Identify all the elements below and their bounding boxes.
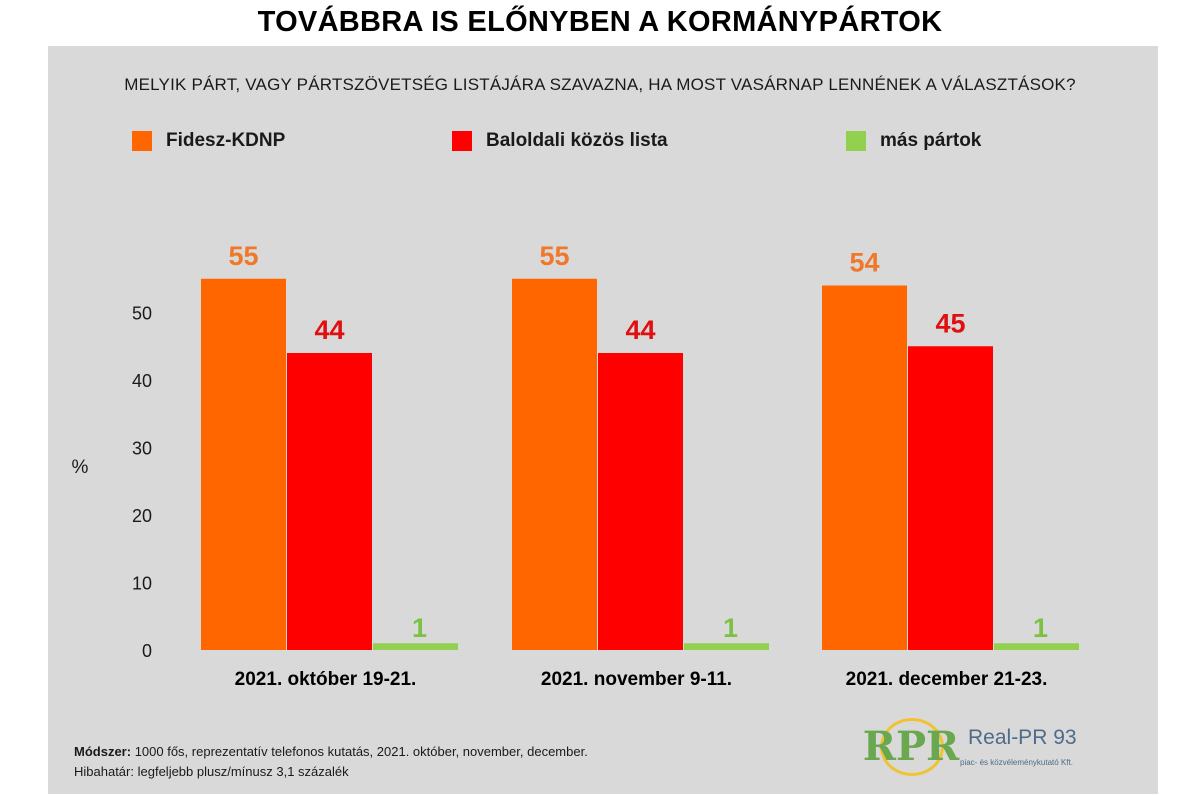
legend-swatch-mas bbox=[846, 131, 866, 151]
legend-label-baloldali: Baloldali közös lista bbox=[486, 130, 668, 151]
methodology-note: Módszer: 1000 fős, reprezentatív telefon… bbox=[74, 742, 588, 782]
y-tick-label: 20 bbox=[132, 506, 152, 526]
y-tick-label: 30 bbox=[132, 439, 152, 459]
x-category-label: 2021. november 9-11. bbox=[541, 669, 732, 690]
legend-swatch-baloldali bbox=[452, 131, 472, 151]
error-text: legfeljebb plusz/mínusz 3,1 százalék bbox=[137, 764, 349, 779]
data-label: 55 bbox=[228, 241, 258, 271]
data-label: 44 bbox=[314, 315, 344, 345]
data-label: 44 bbox=[625, 315, 655, 345]
company-logo: RPR Real-PR 93 piac- és közvéleménykutat… bbox=[862, 716, 1162, 780]
method-label: Módszer: bbox=[74, 744, 132, 759]
bar bbox=[598, 353, 683, 650]
bar bbox=[287, 353, 372, 650]
legend-item-mas: más pártok bbox=[846, 128, 981, 154]
bar bbox=[201, 278, 286, 650]
data-label: 1 bbox=[412, 613, 427, 643]
survey-question: MELYIK PÁRT, VAGY PÁRTSZÖVETSÉG LISTÁJÁR… bbox=[124, 75, 1076, 94]
bar bbox=[822, 285, 907, 650]
legend-label-mas: más pártok bbox=[880, 130, 982, 151]
bar bbox=[373, 643, 458, 650]
legend-label-fidesz: Fidesz-KDNP bbox=[166, 130, 286, 151]
logo-name: Real-PR 93 bbox=[968, 726, 1077, 749]
x-category-label: 2021. december 21-23. bbox=[846, 669, 1048, 690]
y-tick-label: 50 bbox=[132, 304, 152, 324]
bar bbox=[908, 346, 993, 650]
logo-mark: RPR bbox=[862, 723, 960, 770]
data-label: 1 bbox=[723, 613, 738, 643]
legend-item-fidesz: Fidesz-KDNP bbox=[132, 128, 285, 154]
bar bbox=[994, 643, 1079, 650]
y-axis-label: % bbox=[72, 457, 89, 478]
y-tick-label: 0 bbox=[142, 641, 152, 661]
bar bbox=[512, 278, 597, 650]
logo-ring bbox=[880, 718, 944, 776]
legend-swatch-fidesz bbox=[132, 131, 152, 151]
legend-item-baloldali: Baloldali közös lista bbox=[452, 128, 668, 154]
y-tick-label: 40 bbox=[132, 371, 152, 391]
method-text: 1000 fős, reprezentatív telefonos kutatá… bbox=[134, 744, 588, 759]
data-label: 55 bbox=[539, 241, 569, 271]
data-label: 54 bbox=[849, 248, 879, 278]
error-label: Hibahatár: bbox=[74, 764, 134, 779]
y-tick-label: 10 bbox=[132, 574, 152, 594]
x-category-label: 2021. október 19-21. bbox=[235, 669, 417, 690]
data-label: 45 bbox=[935, 308, 965, 338]
chart-title: TOVÁBBRA IS ELŐNYBEN A KORMÁNYPÁRTOK bbox=[257, 6, 943, 38]
logo-tagline: piac- és közvéleménykutató Kft. bbox=[960, 758, 1073, 767]
bar bbox=[684, 643, 769, 650]
data-label: 1 bbox=[1033, 613, 1048, 643]
